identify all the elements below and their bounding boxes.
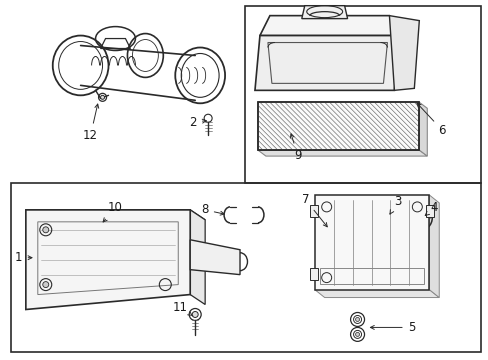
- Polygon shape: [254, 36, 399, 90]
- Text: 11: 11: [172, 301, 192, 316]
- Polygon shape: [388, 15, 419, 90]
- Polygon shape: [428, 195, 438, 298]
- Text: 12: 12: [83, 104, 99, 142]
- Text: 2: 2: [189, 116, 206, 129]
- Polygon shape: [26, 210, 205, 220]
- Polygon shape: [190, 240, 240, 275]
- Bar: [11, 183, 480, 352]
- Bar: [426, 205, 433, 217]
- Bar: [244, 6, 480, 183]
- Text: 4: 4: [425, 201, 437, 215]
- Text: 5: 5: [369, 321, 414, 334]
- Polygon shape: [190, 210, 205, 305]
- Circle shape: [42, 227, 49, 233]
- Ellipse shape: [385, 211, 393, 219]
- Circle shape: [355, 332, 359, 336]
- Text: 8: 8: [201, 203, 224, 216]
- Bar: [309, 205, 317, 217]
- Text: 9: 9: [290, 134, 301, 162]
- Bar: [258, 102, 419, 150]
- Circle shape: [101, 95, 104, 99]
- Text: 6: 6: [416, 103, 445, 137]
- Bar: [314, 195, 428, 289]
- Text: 3: 3: [389, 195, 400, 214]
- Polygon shape: [314, 289, 438, 298]
- Circle shape: [355, 318, 359, 321]
- Polygon shape: [301, 6, 347, 19]
- Text: 1: 1: [15, 251, 32, 264]
- Circle shape: [192, 311, 198, 318]
- Bar: [319, 268, 424, 284]
- Bar: [309, 268, 317, 280]
- Polygon shape: [260, 15, 399, 36]
- Text: 10: 10: [103, 201, 122, 222]
- Ellipse shape: [414, 214, 423, 222]
- Circle shape: [42, 282, 49, 288]
- Polygon shape: [258, 150, 427, 156]
- Bar: [258, 102, 419, 150]
- Text: 7: 7: [302, 193, 326, 227]
- Polygon shape: [419, 102, 427, 156]
- Polygon shape: [26, 210, 190, 310]
